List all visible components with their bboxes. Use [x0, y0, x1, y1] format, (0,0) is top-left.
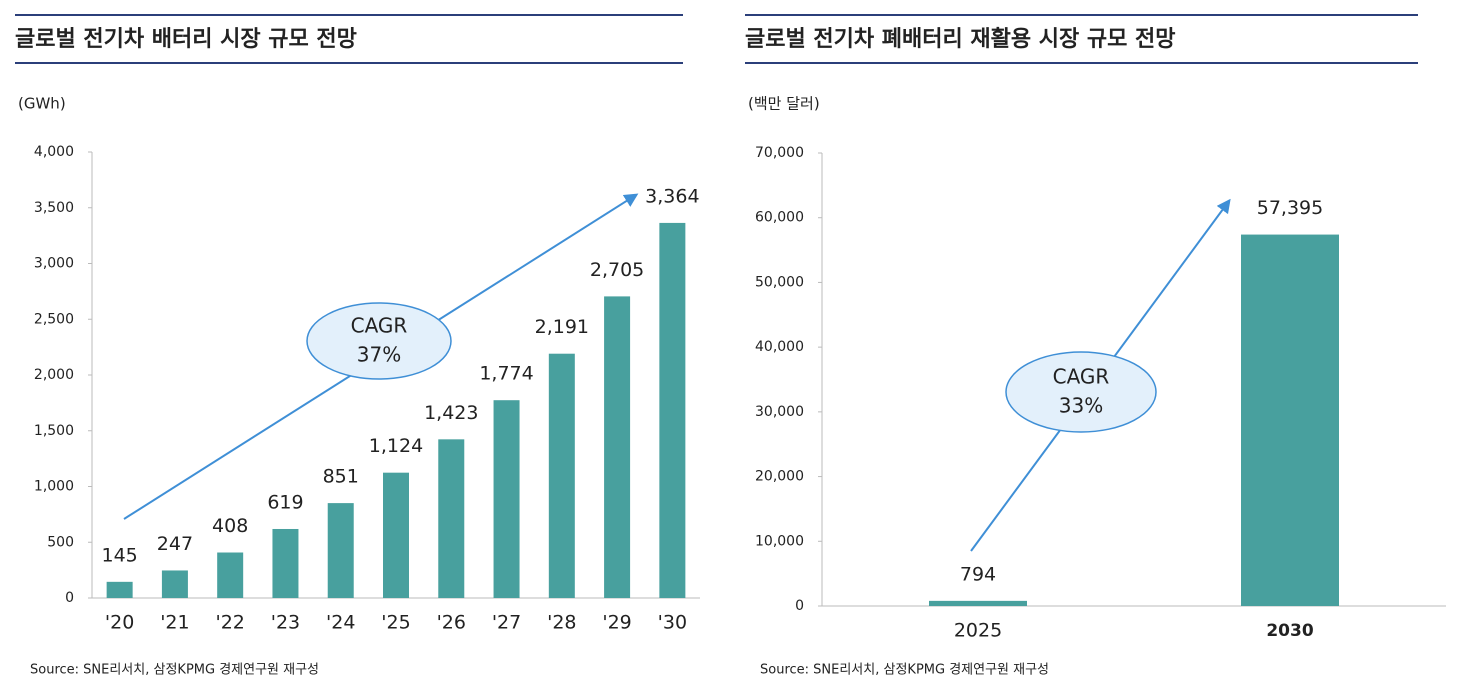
- value-label: 145: [102, 544, 138, 566]
- bar: [604, 296, 631, 598]
- value-label: 3,364: [645, 185, 699, 207]
- y-tick-label: 20,000: [755, 469, 804, 485]
- x-tick-label: '29: [602, 612, 631, 634]
- y-tick-label: 3,000: [34, 256, 74, 272]
- y-tick-label: 50,000: [755, 274, 804, 290]
- x-tick-label: '26: [437, 612, 466, 634]
- bar: [659, 222, 686, 598]
- x-tick-label: '20: [105, 612, 134, 634]
- x-tick-label: '22: [215, 612, 244, 634]
- x-tick-label: '30: [658, 612, 687, 634]
- bar: [217, 552, 244, 598]
- x-tick-label: '23: [271, 612, 300, 634]
- y-tick-label: 10,000: [755, 533, 804, 549]
- value-label: 619: [267, 491, 303, 513]
- y-tick-label: 1,500: [34, 423, 74, 439]
- bar: [438, 439, 465, 598]
- x-tick-label: '27: [492, 612, 521, 634]
- cagr-bubble: [1005, 351, 1157, 433]
- cagr-label: 37%: [357, 343, 401, 367]
- value-label: 2,705: [590, 259, 644, 281]
- y-tick-label: 1,000: [34, 479, 74, 495]
- unit-label: (GWh): [18, 95, 66, 113]
- value-label: 2,191: [535, 316, 589, 338]
- bar: [161, 570, 188, 598]
- value-label: 408: [212, 515, 248, 537]
- y-tick-label: 500: [47, 534, 74, 550]
- y-tick-label: 0: [795, 598, 804, 614]
- x-tick-label: '28: [547, 612, 576, 634]
- bar: [929, 600, 1027, 606]
- value-label: 57,395: [1257, 197, 1323, 219]
- source: Source: SNE리서치, 삼정KPMG 경제연구원 재구성: [30, 663, 319, 678]
- y-tick-label: 4,000: [34, 144, 74, 160]
- unit-label: (백만 달러): [748, 95, 820, 113]
- cagr-bubble: [306, 302, 452, 380]
- value-label: 247: [157, 533, 193, 555]
- value-label: 794: [960, 563, 996, 585]
- x-tick-label: '25: [381, 612, 410, 634]
- cagr-label: CAGR: [1053, 365, 1110, 389]
- bar: [327, 503, 354, 598]
- cagr-label: 33%: [1059, 394, 1103, 418]
- source: Source: SNE리서치, 삼정KPMG 경제연구원 재구성: [760, 663, 1049, 678]
- y-tick-label: 60,000: [755, 210, 804, 226]
- bar: [493, 400, 520, 598]
- x-tick-label: 2025: [954, 620, 1002, 642]
- x-tick-label: 2030: [1266, 621, 1313, 641]
- value-label: 1,423: [424, 402, 478, 424]
- bar: [383, 472, 409, 598]
- y-tick-label: 0: [65, 590, 74, 606]
- bar: [1241, 234, 1339, 606]
- bar: [106, 581, 133, 598]
- y-tick-label: 2,500: [34, 311, 74, 327]
- x-tick-label: '21: [160, 612, 189, 634]
- x-tick-label: '24: [326, 612, 355, 634]
- bar: [548, 353, 575, 598]
- y-tick-label: 2,000: [34, 367, 74, 383]
- cagr-label: CAGR: [351, 314, 408, 338]
- value-label: 1,124: [369, 435, 423, 457]
- y-tick-label: 40,000: [755, 339, 804, 355]
- chart-title: 글로벌 전기차 배터리 시장 규모 전망: [15, 27, 357, 52]
- y-tick-label: 30,000: [755, 404, 804, 420]
- value-label: 1,774: [479, 363, 533, 385]
- chart-title: 글로벌 전기차 폐배터리 재활용 시장 규모 전망: [745, 27, 1176, 52]
- bar: [272, 528, 299, 598]
- y-tick-label: 70,000: [755, 145, 804, 161]
- y-tick-label: 3,500: [34, 200, 74, 216]
- value-label: 851: [323, 466, 359, 488]
